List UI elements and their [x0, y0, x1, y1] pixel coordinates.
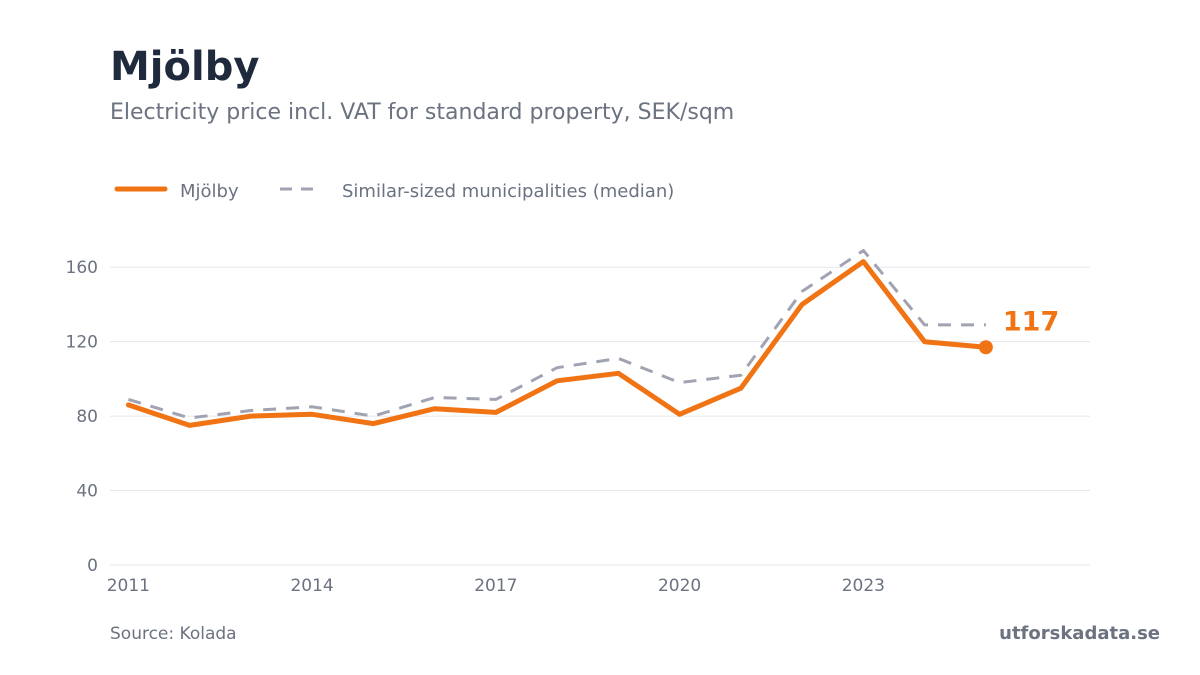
legend: Mjölby Similar-sized municipalities (med…	[114, 181, 674, 202]
brand-link[interactable]: utforskadata.se	[999, 623, 1160, 644]
y-tick-label: 160	[66, 258, 98, 278]
series-layer	[125, 249, 989, 428]
x-tick-label: 2011	[107, 576, 150, 596]
y-tick-label: 80	[76, 407, 98, 427]
x-tick-label: 2017	[474, 576, 517, 596]
source-note: Source: Kolada	[110, 624, 237, 644]
x-tick-label: 2023	[842, 576, 885, 596]
y-tick-label: 120	[66, 333, 98, 353]
legend-label-median: Similar-sized municipalities (median)	[342, 181, 674, 202]
end-value-label: 117	[1003, 306, 1059, 337]
legend-label-mjolby: Mjölby	[180, 181, 239, 202]
y-tick-label: 40	[76, 482, 98, 502]
chart-subtitle: Electricity price incl. VAT for standard…	[110, 100, 735, 125]
series-line-median	[127, 249, 986, 420]
y-axis: 0 40 80 120 160	[66, 258, 98, 576]
x-tick-label: 2014	[290, 576, 333, 596]
x-tick-label: 2020	[658, 576, 701, 596]
y-tick-label: 0	[87, 556, 98, 576]
chart-title: Mjölby	[110, 44, 260, 90]
series-line-mjolby	[125, 259, 989, 428]
x-axis: 2011 2014 2017 2020 2023	[107, 576, 885, 596]
end-point-marker	[978, 340, 993, 355]
